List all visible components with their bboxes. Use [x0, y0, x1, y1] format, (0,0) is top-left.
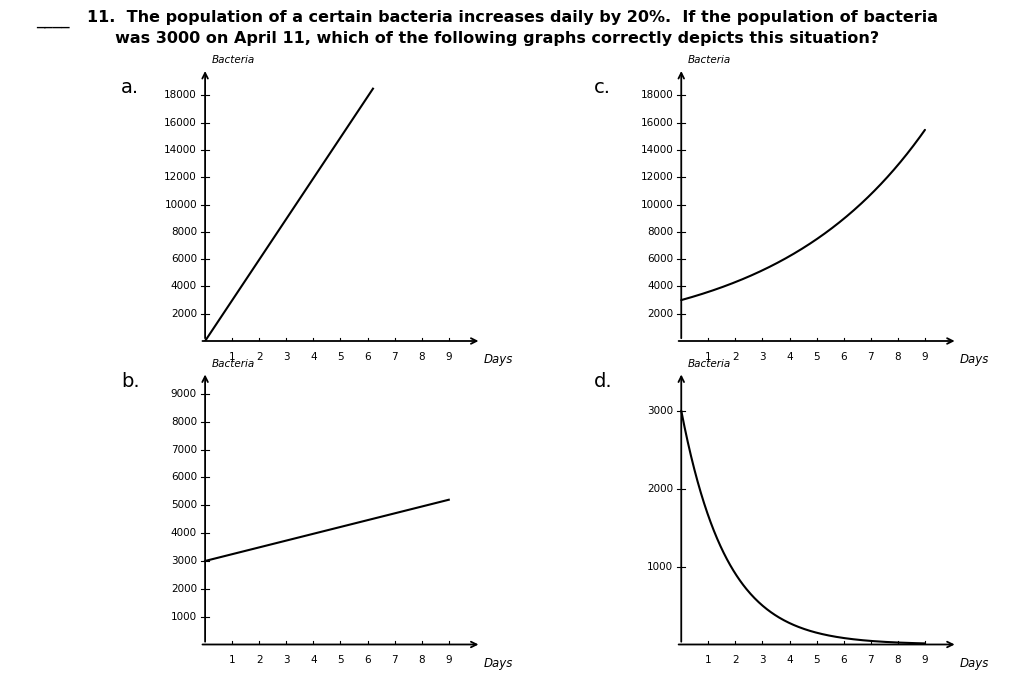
Text: 4000: 4000 [171, 282, 197, 291]
Text: Days: Days [961, 353, 989, 366]
Text: 8: 8 [419, 655, 425, 666]
Text: 8000: 8000 [171, 227, 197, 237]
Text: a.: a. [121, 78, 139, 98]
Text: 18000: 18000 [640, 91, 673, 100]
Text: 3: 3 [759, 352, 766, 362]
Text: 2: 2 [732, 655, 738, 666]
Text: 16000: 16000 [640, 118, 673, 128]
Text: 2000: 2000 [647, 309, 673, 318]
Text: d.: d. [594, 372, 612, 391]
Text: 5: 5 [337, 352, 344, 362]
Text: 8000: 8000 [647, 227, 673, 237]
Text: 6000: 6000 [647, 254, 673, 264]
Text: 8: 8 [895, 352, 901, 362]
Text: 2000: 2000 [171, 309, 197, 318]
Text: 2: 2 [256, 352, 262, 362]
Text: Bacteria: Bacteria [688, 55, 731, 65]
Text: 4: 4 [310, 655, 316, 666]
Text: 4000: 4000 [171, 528, 197, 538]
Text: 8: 8 [419, 352, 425, 362]
Text: 6000: 6000 [171, 473, 197, 482]
Text: 5: 5 [337, 655, 344, 666]
Text: 6: 6 [365, 352, 371, 362]
Text: 1: 1 [705, 655, 712, 666]
Text: was 3000 on April 11, which of the following graphs correctly depicts this situa: was 3000 on April 11, which of the follo… [87, 31, 880, 46]
Text: 8: 8 [895, 655, 901, 666]
Text: 1000: 1000 [171, 612, 197, 622]
Text: 3000: 3000 [647, 406, 673, 415]
Text: 4: 4 [786, 352, 793, 362]
Text: 1: 1 [705, 352, 712, 362]
Text: Bacteria: Bacteria [212, 359, 255, 369]
Text: 11.  The population of a certain bacteria increases daily by 20%.  If the popula: 11. The population of a certain bacteria… [87, 10, 938, 25]
Text: 3: 3 [283, 352, 290, 362]
Text: 5: 5 [813, 352, 820, 362]
Text: 6: 6 [841, 352, 847, 362]
Text: 2: 2 [732, 352, 738, 362]
Text: 7: 7 [391, 655, 398, 666]
Text: 1: 1 [228, 655, 236, 666]
Text: 14000: 14000 [640, 145, 673, 155]
Text: 7: 7 [867, 655, 874, 666]
Text: Days: Days [484, 353, 513, 366]
Text: c.: c. [594, 78, 611, 98]
Text: 6: 6 [841, 655, 847, 666]
Text: 9: 9 [445, 352, 453, 362]
Text: 6: 6 [365, 655, 371, 666]
Text: 8000: 8000 [171, 417, 197, 427]
Text: 7000: 7000 [171, 445, 197, 455]
Text: 3000: 3000 [171, 556, 197, 566]
Text: 7: 7 [867, 352, 874, 362]
Text: 12000: 12000 [640, 173, 673, 182]
Text: 2: 2 [256, 655, 262, 666]
Text: 9: 9 [922, 655, 929, 666]
Text: 4: 4 [786, 655, 793, 666]
Text: 4000: 4000 [647, 282, 673, 291]
Text: Bacteria: Bacteria [212, 55, 255, 65]
Text: 2000: 2000 [171, 584, 197, 594]
Text: 9: 9 [445, 655, 453, 666]
Text: 5000: 5000 [171, 501, 197, 510]
Text: 10000: 10000 [164, 200, 197, 209]
Text: 4: 4 [310, 352, 316, 362]
Text: Bacteria: Bacteria [688, 359, 731, 369]
Text: 16000: 16000 [164, 118, 197, 128]
Text: Days: Days [484, 657, 513, 670]
Text: 1: 1 [228, 352, 236, 362]
Text: 7: 7 [391, 352, 398, 362]
Text: 5: 5 [813, 655, 820, 666]
Text: 18000: 18000 [164, 91, 197, 100]
Text: 3: 3 [759, 655, 766, 666]
Text: 9000: 9000 [171, 389, 197, 399]
Text: 10000: 10000 [640, 200, 673, 209]
Text: 3: 3 [283, 655, 290, 666]
Text: Days: Days [961, 657, 989, 670]
Text: b.: b. [121, 372, 139, 391]
Text: 14000: 14000 [164, 145, 197, 155]
Text: 12000: 12000 [164, 173, 197, 182]
Text: 6000: 6000 [171, 254, 197, 264]
Text: 9: 9 [922, 352, 929, 362]
Text: 2000: 2000 [647, 484, 673, 494]
Text: ____: ____ [36, 10, 70, 28]
Text: 1000: 1000 [647, 561, 673, 572]
